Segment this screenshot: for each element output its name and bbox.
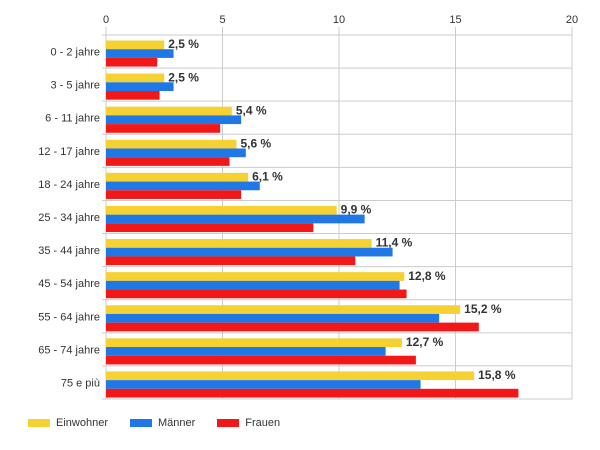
bar-mnner [106, 280, 400, 290]
bar-einwohner [106, 73, 165, 83]
bar-frauen [106, 256, 356, 266]
data-label: 9,9 % [341, 203, 372, 217]
category-label: 75 e più [61, 377, 100, 389]
bar-einwohner [106, 239, 372, 248]
bar-mnner [106, 82, 174, 91]
category-label: 6 - 11 jahre [45, 113, 100, 125]
grid-lines [102, 27, 573, 400]
bar-frauen [106, 90, 160, 100]
legend-label-maenner: Männer [157, 417, 196, 429]
x-tick-label: 5 [219, 14, 225, 26]
data-label: 5,6 % [240, 136, 271, 150]
x-tick-label: 0 [103, 14, 109, 26]
bar-einwohner [106, 106, 232, 116]
x-tick-label: 20 [566, 14, 578, 26]
category-label: 12 - 17 jahre [38, 146, 100, 158]
legend-swatch-frauen [217, 419, 240, 427]
bar-einwohner [106, 40, 165, 50]
bar-einwohner [106, 139, 237, 149]
data-label: 11,4 % [376, 236, 413, 250]
bar-mnner [106, 148, 246, 158]
bar-mnner [106, 347, 386, 356]
legend-label-frauen: Frauen [245, 417, 281, 429]
bar-frauen [106, 190, 242, 199]
bar-einwohner [106, 272, 405, 281]
bar-frauen [106, 388, 519, 398]
data-label: 2,5 % [168, 37, 199, 51]
bar-mnner [106, 247, 393, 257]
legend-item-frauen: Frauen [217, 417, 280, 429]
legend: Einwohner Männer Frauen [28, 417, 280, 429]
bar-mnner [106, 49, 174, 58]
bar-mnner [106, 313, 440, 323]
bar-frauen [106, 57, 158, 67]
data-labels: 2,5 % 2,5 % 5,4 % 5,6 % 6,1 % 9,9 % 11,4 % 12,8… [168, 37, 516, 382]
bar-mnner [106, 214, 365, 224]
bar-mnner [106, 380, 421, 389]
x-tick-label: 10 [333, 14, 345, 26]
x-axis-ticks: 0 5 10 15 20 [103, 14, 578, 26]
bar-einwohner [106, 205, 337, 215]
bar-einwohner [106, 338, 402, 348]
data-label: 2,5 % [168, 70, 199, 84]
x-tick-label: 15 [449, 14, 461, 26]
category-label: 0 - 2 jahre [50, 47, 100, 59]
legend-swatch-maenner [129, 419, 152, 427]
bars [106, 40, 519, 398]
bar-einwohner [106, 371, 475, 381]
bar-frauen [106, 223, 314, 233]
data-label: 12,7 % [406, 335, 444, 349]
data-label: 15,8 % [478, 368, 516, 382]
category-label: 65 - 74 jahre [38, 344, 100, 356]
bar-frauen [106, 124, 221, 133]
bar-frauen [106, 355, 416, 365]
bar-mnner [106, 181, 260, 191]
data-label: 15,2 % [464, 302, 502, 316]
category-label: 35 - 44 jahre [38, 245, 100, 257]
legend-item-einwohner: Einwohner [28, 417, 108, 429]
legend-swatch-einwohner [28, 419, 50, 427]
data-label: 6,1 % [252, 170, 283, 184]
category-label: 25 - 34 jahre [38, 212, 100, 224]
category-label: 18 - 24 jahre [38, 179, 100, 191]
bar-frauen [106, 289, 407, 299]
category-label: 55 - 64 jahre [38, 311, 100, 323]
bar-frauen [106, 157, 230, 166]
bar-einwohner [106, 305, 461, 314]
legend-label-einwohner: Einwohner [56, 417, 108, 429]
data-label: 5,4 % [236, 103, 267, 117]
category-label: 3 - 5 jahre [50, 80, 100, 92]
category-labels: 0 - 2 jahre 3 - 5 jahre 6 - 11 jahre 12 - 1… [38, 47, 100, 390]
data-label: 12,8 % [408, 269, 446, 283]
category-label: 45 - 54 jahre [38, 278, 100, 290]
bar-einwohner [106, 172, 249, 182]
bar-frauen [106, 322, 479, 332]
legend-item-maenner: Männer [129, 417, 196, 429]
bar-mnner [106, 115, 242, 125]
